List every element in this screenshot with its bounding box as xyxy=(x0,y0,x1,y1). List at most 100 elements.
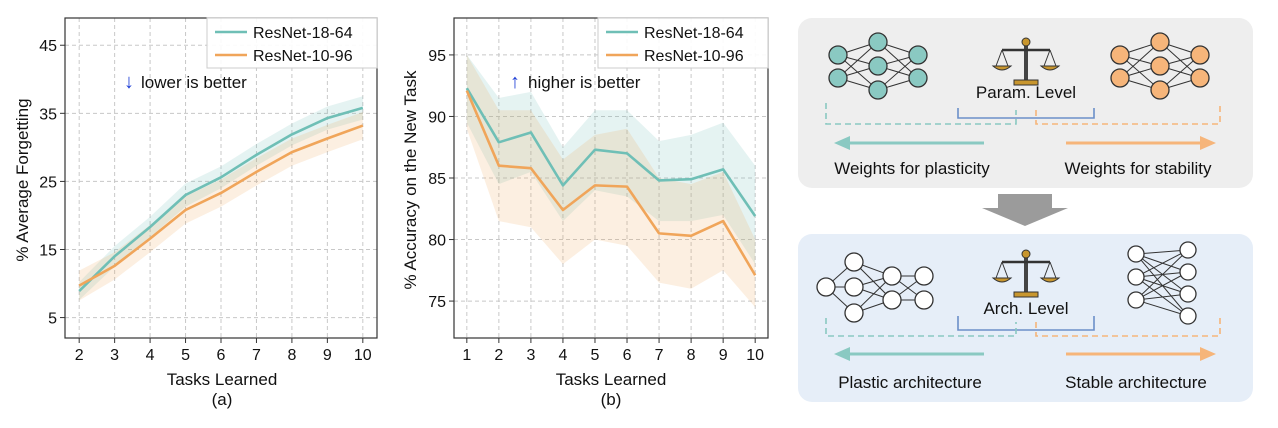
series-line xyxy=(78,106,364,292)
right-arrow-icon xyxy=(1066,136,1216,150)
legend-label: ResNet-10-96 xyxy=(253,48,353,65)
param-level-label: Param. Level xyxy=(976,83,1076,102)
x-tick-label: 10 xyxy=(354,347,372,364)
teal-network xyxy=(828,32,928,100)
balance-scale-icon xyxy=(991,37,1061,86)
x-axis-label: Tasks Learned xyxy=(167,370,278,389)
confidence-band xyxy=(466,54,756,308)
confidence-band xyxy=(466,54,756,265)
y-tick-label: 35 xyxy=(39,106,57,123)
network-edge xyxy=(1135,249,1189,255)
param-arch-diagram: Param. Level Weights for plasticity Weig… xyxy=(798,18,1253,402)
annotation-arrow-icon: ↓ xyxy=(124,71,134,93)
x-tick-label: 8 xyxy=(287,347,296,364)
network-edge xyxy=(1135,271,1189,301)
teal-dashed-bracket xyxy=(825,318,1017,337)
legend-box xyxy=(597,17,769,69)
legend-label: ResNet-10-96 xyxy=(644,48,744,65)
stability-caption: Weights for stability xyxy=(1064,159,1212,178)
plastic-arch-caption: Plastic architecture xyxy=(838,373,982,392)
stable-network xyxy=(1127,241,1197,325)
teal-dashed-bracket xyxy=(825,103,1017,125)
y-tick-label: 90 xyxy=(428,109,446,126)
network-node xyxy=(828,45,848,65)
annotation-b: ↑ higher is better xyxy=(510,71,641,93)
plastic-network xyxy=(816,252,934,323)
y-tick-label: 85 xyxy=(428,171,446,188)
network-node xyxy=(828,68,848,88)
down-arrow-icon xyxy=(982,194,1068,226)
y-tick-label: 95 xyxy=(428,48,446,65)
network-node xyxy=(1190,68,1210,88)
network-node xyxy=(1179,285,1197,303)
panel-label: (a) xyxy=(212,390,233,409)
x-tick-label: 7 xyxy=(252,347,261,364)
ticks-b: 1 2 3 4 5 6 7 8 9 10 75 80 85 90 95 xyxy=(428,48,764,364)
x-tick-label: 6 xyxy=(623,347,632,364)
balance-scale-icon xyxy=(991,249,1061,298)
annotation-arrow-icon: ↑ xyxy=(510,71,520,93)
y-axis-label: % Accuracy on the New Task xyxy=(401,70,420,289)
orange-dashed-bracket xyxy=(1035,318,1221,337)
lines-a xyxy=(78,106,364,292)
network-edge xyxy=(1135,299,1189,317)
network-node xyxy=(1179,307,1197,325)
x-tick-label: 5 xyxy=(181,347,190,364)
network-node xyxy=(868,32,888,52)
network-node xyxy=(844,277,864,297)
network-node xyxy=(1110,68,1130,88)
x-tick-label: 1 xyxy=(462,347,471,364)
network-node xyxy=(1190,45,1210,65)
network-node xyxy=(1150,80,1170,100)
x-tick-label: 3 xyxy=(110,347,119,364)
x-axis-label: Tasks Learned xyxy=(556,370,667,389)
legend-label: ResNet-18-64 xyxy=(253,25,353,42)
param-bracket xyxy=(957,108,1095,119)
y-tick-label: 80 xyxy=(428,233,446,250)
arch-level-label: Arch. Level xyxy=(983,299,1068,318)
network-node xyxy=(816,277,836,297)
network-node xyxy=(1150,32,1170,52)
series-line xyxy=(465,87,757,217)
plasticity-caption: Weights for plasticity xyxy=(834,159,990,178)
network-node xyxy=(882,266,902,286)
x-tick-label: 4 xyxy=(146,347,155,364)
legend-label: ResNet-18-64 xyxy=(644,25,744,42)
x-tick-label: 2 xyxy=(75,347,84,364)
x-tick-label: 6 xyxy=(217,347,226,364)
legend-box xyxy=(206,17,378,69)
network-edge xyxy=(1135,293,1189,301)
network-node xyxy=(844,303,864,323)
network-node xyxy=(1127,268,1145,286)
network-node xyxy=(1150,56,1170,76)
confidence-band xyxy=(79,111,363,301)
network-node xyxy=(914,266,934,286)
lines-b xyxy=(465,87,757,276)
legend-a: ResNet-18-64 ResNet-10-96 xyxy=(206,17,378,69)
stable-arch-caption: Stable architecture xyxy=(1065,373,1207,392)
x-tick-label: 3 xyxy=(526,347,535,364)
y-tick-label: 15 xyxy=(39,242,57,259)
x-tick-label: 2 xyxy=(494,347,503,364)
bands-b xyxy=(466,54,756,308)
x-tick-label: 9 xyxy=(719,347,728,364)
left-arrow-icon xyxy=(834,136,984,150)
legend-b: ResNet-18-64 ResNet-10-96 xyxy=(597,17,769,69)
x-tick-label: 5 xyxy=(591,347,600,364)
network-node xyxy=(1127,291,1145,309)
x-tick-label: 7 xyxy=(655,347,664,364)
network-node xyxy=(908,45,928,65)
x-tick-label: 10 xyxy=(746,347,764,364)
network-node xyxy=(1127,245,1145,263)
series-line xyxy=(465,90,757,276)
right-arrow-icon xyxy=(1066,347,1216,361)
y-tick-label: 5 xyxy=(48,311,57,328)
panel-label: (b) xyxy=(601,390,622,409)
network-edge xyxy=(1135,249,1189,278)
left-arrow-icon xyxy=(834,347,984,361)
network-node xyxy=(1179,241,1197,259)
y-tick-label: 25 xyxy=(39,174,57,191)
